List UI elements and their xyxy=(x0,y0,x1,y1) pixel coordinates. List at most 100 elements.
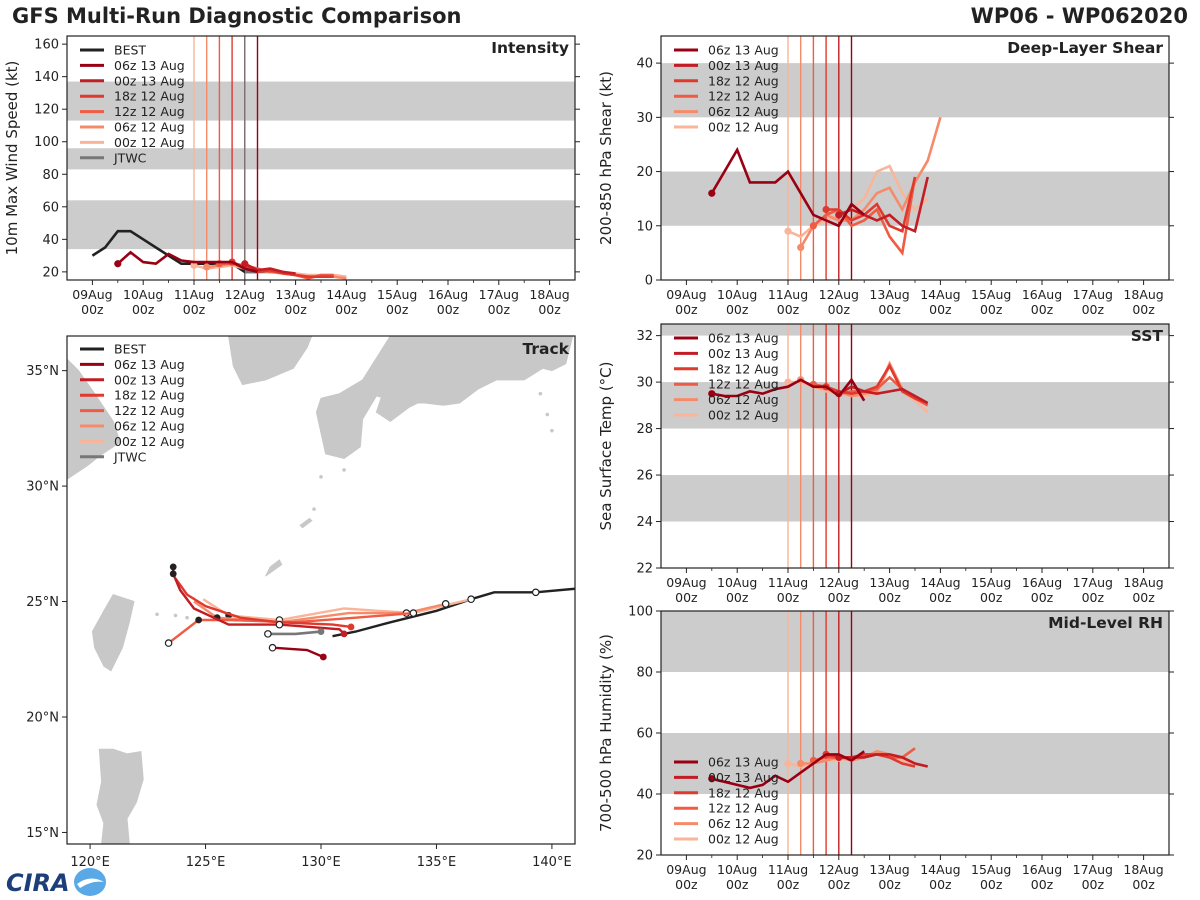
series-start-point xyxy=(708,390,716,398)
x-tick-label: 17Aug xyxy=(1073,862,1113,877)
y-tick-label: 40 xyxy=(42,233,59,248)
track-marker xyxy=(169,570,177,578)
y-tick-label: 10 xyxy=(636,219,653,234)
lat-tick-label: 30°N xyxy=(26,480,59,495)
x-tick-label: 17Aug xyxy=(1073,575,1113,590)
y-axis-label: Sea Surface Temp (°C) xyxy=(597,361,615,530)
shade-band xyxy=(661,611,1169,672)
y-tick-label: 28 xyxy=(636,422,653,437)
page-title: GFS Multi-Run Diagnostic Comparison xyxy=(12,4,462,28)
x-tick-label: 11Aug xyxy=(174,287,214,302)
series-start-point xyxy=(784,378,792,386)
jtwc-marker-open xyxy=(264,630,272,638)
legend-label: JTWC xyxy=(113,150,147,165)
x-tick-label: 09Aug xyxy=(666,287,706,302)
series-start-point xyxy=(835,211,843,219)
land-okinawa xyxy=(265,559,283,577)
panel-title: Intensity xyxy=(491,39,569,57)
plot-clip xyxy=(661,36,1169,280)
y-tick-label: 20 xyxy=(636,165,653,180)
y-tick-label: 20 xyxy=(42,265,59,280)
legend-label: 00z 13 Aug xyxy=(708,346,779,361)
lon-tick-label: 130°E xyxy=(301,855,341,870)
legend-label: 06z 13 Aug xyxy=(708,331,779,346)
x-tick-label-hour: 00z xyxy=(726,877,749,892)
lat-tick-label: 25°N xyxy=(26,595,59,610)
legend-label: 00z 12 Aug xyxy=(114,135,185,150)
track-marker xyxy=(347,623,355,631)
land-island-dot xyxy=(538,391,543,396)
x-tick-label-hour: 00z xyxy=(1082,877,1105,892)
x-tick-label-hour: 00z xyxy=(234,302,257,317)
x-tick-label: 15Aug xyxy=(971,575,1011,590)
x-tick-label-hour: 00z xyxy=(878,590,901,605)
jtwc-track-path xyxy=(267,630,322,636)
shade-band xyxy=(661,382,1169,429)
x-tick-label-hour: 00z xyxy=(675,302,698,317)
x-tick-label: 12Aug xyxy=(225,287,265,302)
x-tick-label-hour: 00z xyxy=(777,302,800,317)
x-tick-label-hour: 00z xyxy=(929,590,952,605)
x-tick-label-hour: 00z xyxy=(777,590,800,605)
x-tick-label: 12Aug xyxy=(819,575,859,590)
x-tick-label: 09Aug xyxy=(72,287,112,302)
legend-label: 18z 12 Aug xyxy=(708,785,779,800)
track-marker-open xyxy=(467,595,475,604)
x-tick-label-hour: 00z xyxy=(675,590,698,605)
track-marker xyxy=(340,630,348,638)
x-tick-label: 14Aug xyxy=(920,575,960,590)
legend-label: 00z 12 Aug xyxy=(114,434,185,449)
x-tick-label: 09Aug xyxy=(666,575,706,590)
panel-title: SST xyxy=(1131,327,1164,345)
x-tick-label: 18Aug xyxy=(529,287,569,302)
shade-band xyxy=(661,324,1169,336)
x-tick-label: 18Aug xyxy=(1123,287,1163,302)
x-tick-label-hour: 00z xyxy=(878,302,901,317)
y-tick-label: 26 xyxy=(636,469,653,484)
x-tick-label-hour: 00z xyxy=(1031,302,1054,317)
series-start-point xyxy=(241,260,249,268)
legend-label: JTWC xyxy=(113,449,147,464)
y-tick-label: 0 xyxy=(645,274,653,289)
series-line-1 xyxy=(838,176,929,234)
x-tick-label: 14Aug xyxy=(920,287,960,302)
x-tick-label: 13Aug xyxy=(275,287,315,302)
y-tick-label: 32 xyxy=(636,329,653,344)
land-island-dot xyxy=(312,507,316,511)
series-line-2 xyxy=(826,176,917,234)
x-tick-label-hour: 00z xyxy=(929,302,952,317)
land-taiwan xyxy=(91,593,135,672)
series-line-0 xyxy=(711,750,865,790)
x-tick-label: 11Aug xyxy=(768,575,808,590)
cira-logo: CIRA xyxy=(6,868,106,897)
y-tick-label: 80 xyxy=(636,666,653,681)
series-start-point xyxy=(114,260,122,268)
x-tick-label: 16Aug xyxy=(1022,862,1062,877)
x-tick-label: 17Aug xyxy=(479,287,519,302)
x-tick-label: 18Aug xyxy=(1123,575,1163,590)
track-marker xyxy=(169,563,177,571)
track-line-0 xyxy=(272,646,324,659)
track-marker-open xyxy=(275,620,284,629)
x-tick-label: 16Aug xyxy=(1022,575,1062,590)
jtwc-marker xyxy=(317,628,325,635)
x-tick-label: 17Aug xyxy=(1073,287,1113,302)
x-tick-label-hour: 00z xyxy=(1132,302,1155,317)
x-tick-label: 10Aug xyxy=(717,287,757,302)
land-kyushu-honshu xyxy=(315,336,574,459)
land-island-dot xyxy=(173,613,178,618)
map-clip xyxy=(67,336,575,844)
track-marker-open xyxy=(164,639,173,647)
shade-band xyxy=(661,475,1169,522)
panel-title: Deep-Layer Shear xyxy=(1007,39,1163,57)
logo-swoosh-icon xyxy=(77,878,104,888)
rh-panel: 2040608010009Aug00z10Aug00z11Aug00z12Aug… xyxy=(597,605,1174,892)
x-tick-label-hour: 00z xyxy=(777,877,800,892)
y-axis-label: 200-850 hPa Shear (kt) xyxy=(597,71,615,245)
y-tick-label: 20 xyxy=(636,849,653,864)
series-start-point xyxy=(809,222,818,230)
x-tick-label-hour: 00z xyxy=(980,877,1003,892)
series-start-point xyxy=(797,243,805,252)
land-island-dot xyxy=(342,468,346,472)
